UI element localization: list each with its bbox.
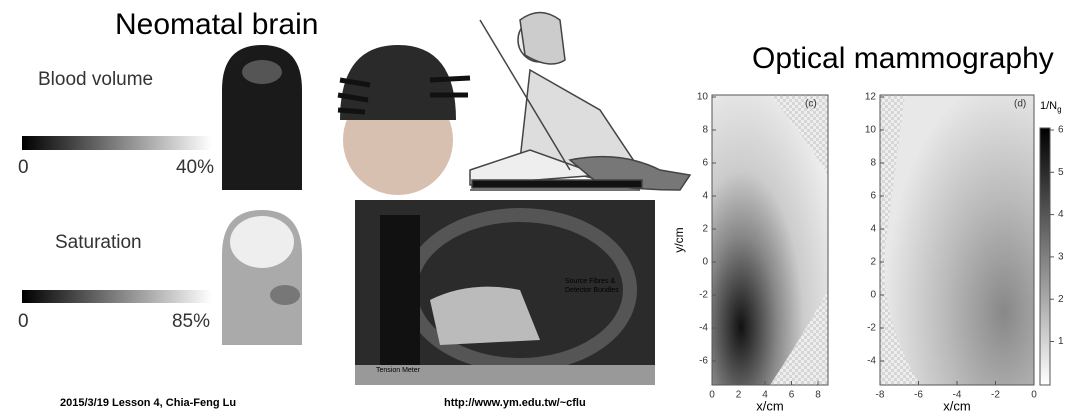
y-tick-label: 6 bbox=[870, 191, 876, 202]
x-axis-label: x/cm bbox=[943, 398, 970, 413]
y-tick-label: -2 bbox=[867, 323, 876, 334]
x-tick-label: 0 bbox=[709, 390, 715, 401]
y-tick-label: 10 bbox=[865, 125, 877, 136]
x-tick-label: -6 bbox=[914, 390, 923, 401]
x-tick-label: 8 bbox=[815, 390, 821, 401]
y-tick-label: 8 bbox=[702, 125, 708, 136]
x-tick-label: 2 bbox=[736, 390, 742, 401]
scale-min: 0 bbox=[18, 157, 29, 178]
x-tick-label: 4 bbox=[762, 390, 768, 401]
y-tick-label: 8 bbox=[870, 158, 876, 169]
y-tick-label: 6 bbox=[702, 158, 708, 169]
colorbar-tick-label: 2 bbox=[1058, 294, 1064, 305]
colorbar-label: 1/Ng bbox=[1040, 100, 1062, 114]
y-tick-label: -4 bbox=[867, 356, 876, 367]
x-tick-label: -4 bbox=[953, 390, 962, 401]
y-tick-label: 4 bbox=[870, 224, 876, 235]
footer: 2015/3/19 Lesson 4, Chia-Feng Lu bbox=[60, 397, 236, 409]
y-tick-label: 2 bbox=[702, 224, 708, 235]
plot-tag: (c) bbox=[805, 99, 817, 110]
y-tick-label: 2 bbox=[870, 257, 876, 268]
y-axis-label: y/cm bbox=[672, 227, 686, 252]
colorbar-tick-label: 3 bbox=[1058, 252, 1064, 263]
brain-map bbox=[230, 216, 294, 268]
colorbar-tick-label: 5 bbox=[1058, 167, 1064, 178]
y-tick-label: -4 bbox=[699, 323, 708, 334]
photo-label: Tension Meter bbox=[376, 367, 421, 374]
scale-max: 85% bbox=[172, 311, 210, 332]
y-tick-label: 0 bbox=[870, 290, 876, 301]
plot-tag: (d) bbox=[1014, 99, 1026, 110]
title: Optical mammography bbox=[752, 42, 1054, 75]
x-tick-label: 0 bbox=[1031, 390, 1037, 401]
y-tick-label: -6 bbox=[699, 356, 708, 367]
photo: Source Fibres & Detector Bundles Tension… bbox=[355, 200, 655, 385]
panel-label: Saturation bbox=[55, 232, 142, 253]
x-tick-label: 6 bbox=[789, 390, 795, 401]
brain-map bbox=[242, 60, 282, 84]
scale-min: 0 bbox=[18, 311, 29, 332]
scale-bar bbox=[22, 290, 212, 303]
mammogram bbox=[712, 95, 1050, 385]
scale-max: 40% bbox=[176, 157, 214, 178]
y-tick-label: 10 bbox=[697, 92, 709, 103]
x-axis-label: x/cm bbox=[756, 398, 783, 413]
panel-label: Blood volume bbox=[38, 69, 153, 90]
y-tick-label: 0 bbox=[702, 257, 708, 268]
patient-illustration bbox=[470, 13, 690, 191]
y-tick-label: 12 bbox=[865, 92, 877, 103]
x-tick-label: -8 bbox=[876, 390, 885, 401]
colorbar-tick-label: 4 bbox=[1058, 209, 1064, 220]
brain-map bbox=[270, 285, 300, 305]
infant-illustration bbox=[338, 45, 470, 195]
x-tick-label: -2 bbox=[991, 390, 1000, 401]
colorbar-tick-label: 1 bbox=[1058, 336, 1064, 347]
photo-label: Detector Bundles bbox=[565, 287, 619, 294]
y-tick-label: 4 bbox=[702, 191, 708, 202]
slide: Neomatal brain Optical mammography Blood… bbox=[0, 0, 1076, 415]
footer: http://www.ym.edu.tw/~cflu bbox=[444, 397, 586, 409]
y-tick-label: -2 bbox=[699, 290, 708, 301]
title: Neomatal brain bbox=[115, 8, 318, 41]
scale-bar bbox=[22, 136, 212, 150]
colorbar-tick-label: 6 bbox=[1058, 125, 1064, 136]
photo-label: Source Fibres & bbox=[565, 278, 616, 285]
